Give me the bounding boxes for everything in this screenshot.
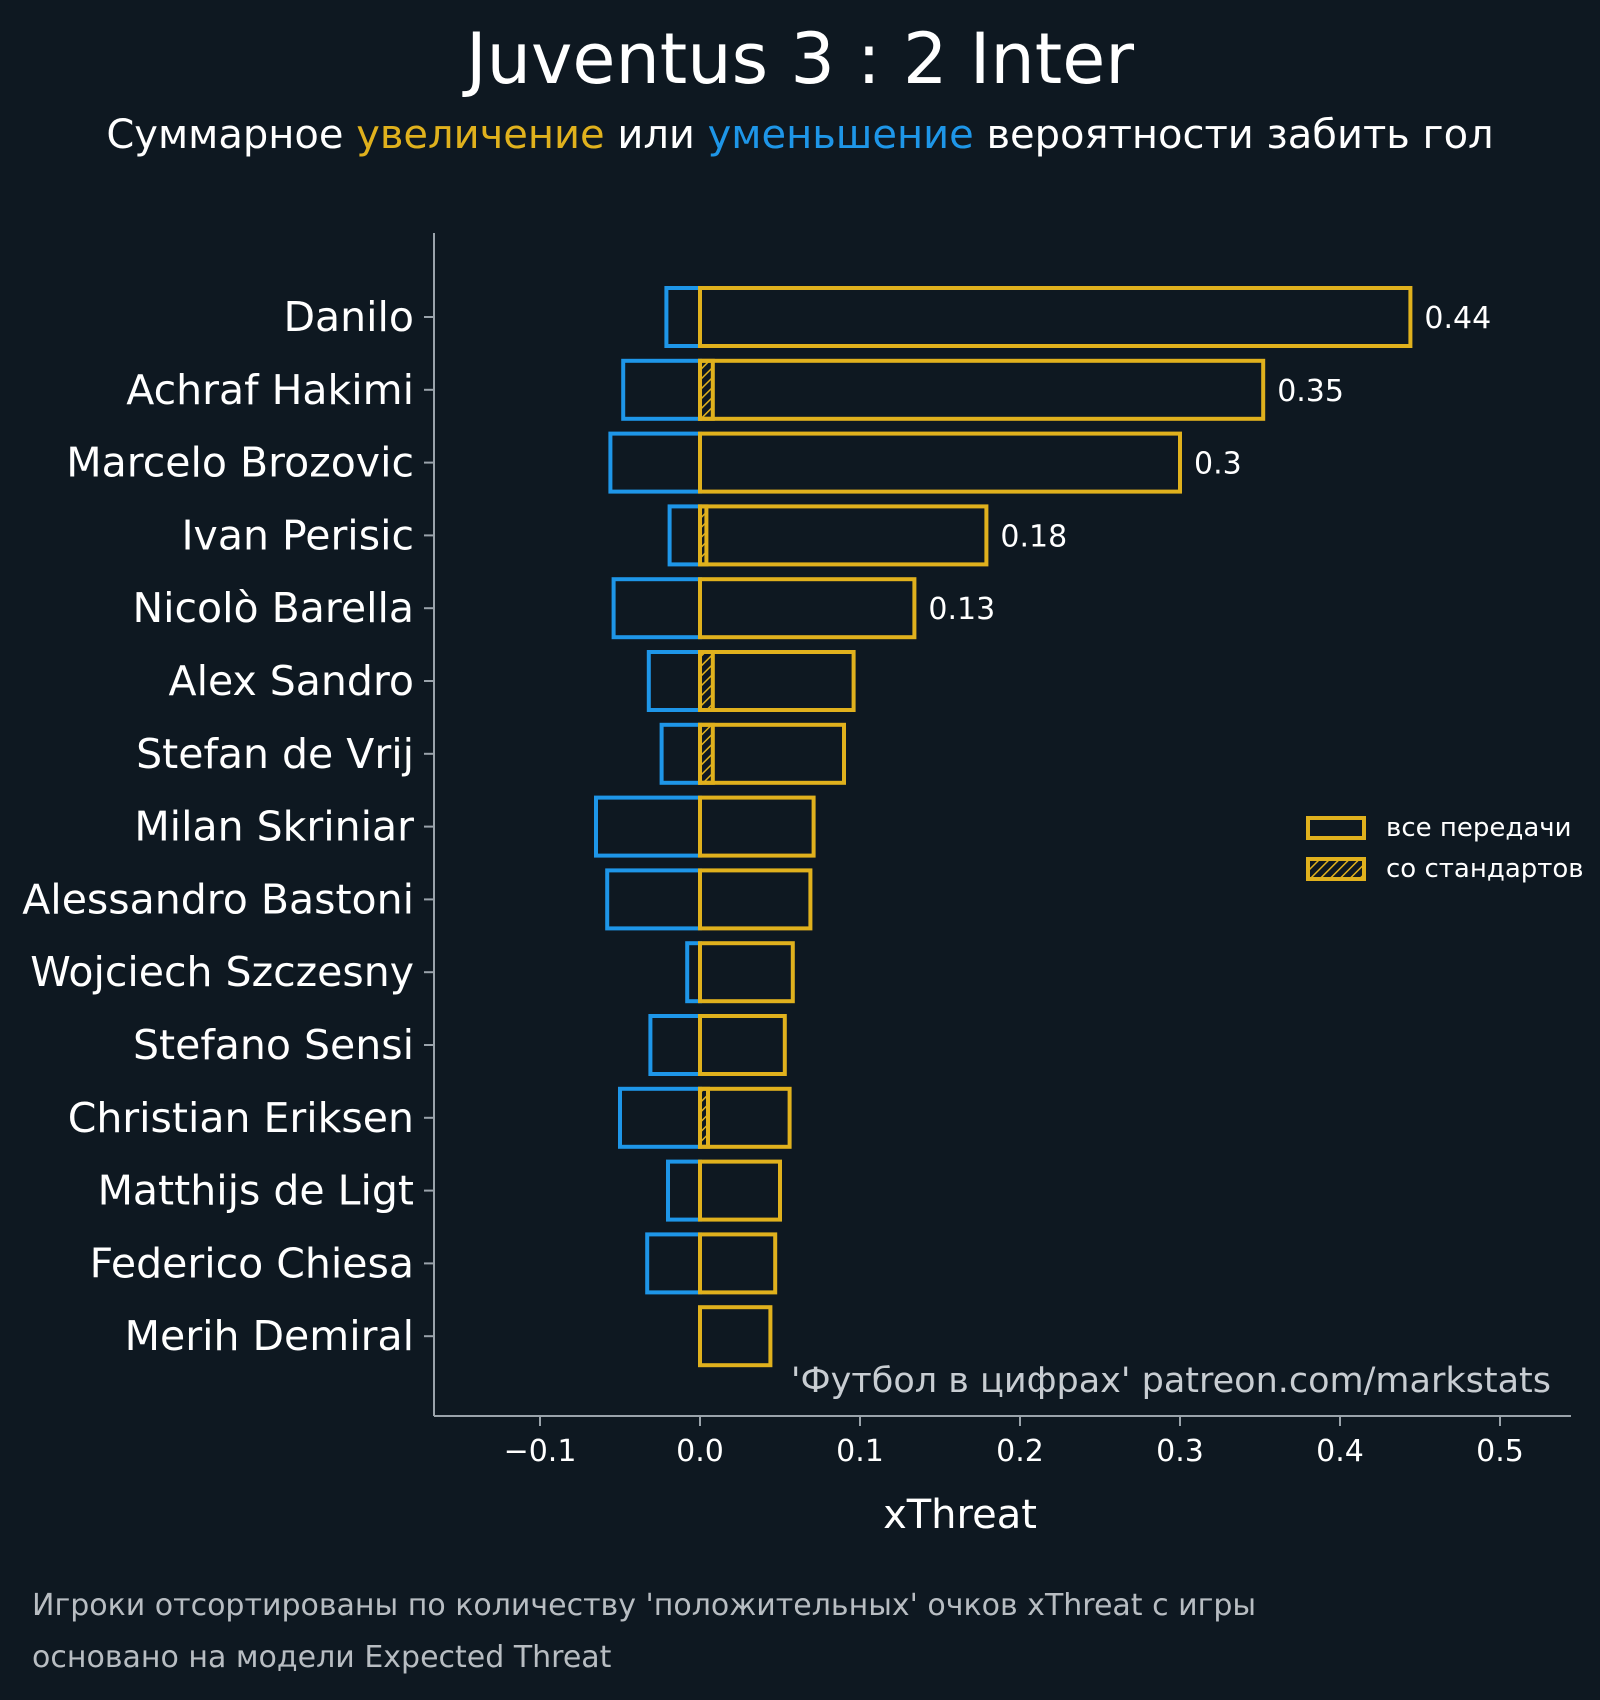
bar-positive	[698, 722, 846, 785]
bar-negative	[594, 795, 702, 858]
subtitle-part-2: или	[604, 112, 708, 158]
legend: все передачи со стандартов	[1306, 813, 1584, 884]
data-label: 0.44	[1424, 301, 1491, 336]
subtitle-part-3: вероятности забить гол	[973, 112, 1494, 158]
legend-swatch	[1306, 857, 1366, 881]
bar-negative	[608, 431, 703, 494]
axes: −0.1 0.0 0.1 0.2 0.3 0.4 0.5	[424, 233, 1571, 1469]
bar-positive	[698, 358, 1266, 421]
y-tick-label: Danilo	[283, 293, 414, 341]
x-tick-label: 0.0	[676, 1434, 724, 1469]
y-tick-label: Marcelo Brozovic	[66, 439, 414, 487]
bar-negative	[666, 1159, 702, 1222]
y-tick-label: Alessandro Bastoni	[22, 875, 414, 923]
x-tick-label: 0.5	[1476, 1434, 1524, 1469]
bar-positive	[698, 286, 1413, 348]
subtitle-part-1: Суммарное	[106, 112, 357, 158]
bar-positive	[698, 1305, 773, 1368]
footnote: Игроки отсортированы по количеству 'поло…	[32, 1580, 1256, 1684]
data-label: 0.3	[1194, 447, 1242, 482]
y-tick-label: Matthijs de Ligt	[98, 1167, 414, 1215]
legend-label: все передачи	[1386, 813, 1572, 843]
y-tick-label: Nicolò Barella	[132, 584, 414, 632]
y-tick-label: Achraf Hakimi	[126, 366, 414, 414]
footnote-line-1: Игроки отсортированы по количеству 'поло…	[32, 1588, 1257, 1623]
y-tick-label: Ivan Perisic	[181, 511, 414, 559]
bar-positive	[698, 868, 813, 931]
data-label: 0.13	[928, 592, 995, 627]
bar-negative	[648, 1014, 703, 1076]
bar-positive	[698, 577, 917, 640]
bar-positive	[698, 431, 1182, 494]
bar-negative	[621, 358, 703, 421]
subtitle-decrease: уменьшение	[707, 112, 974, 158]
y-tick-label: Wojciech Szczesny	[30, 948, 414, 996]
x-tick-label: 0.1	[836, 1434, 884, 1469]
bars	[594, 286, 1413, 1368]
legend-label: со стандартов	[1386, 854, 1584, 884]
bar-negative	[646, 650, 702, 712]
bar-positive	[698, 795, 816, 858]
bar-negative	[667, 504, 702, 567]
bar-positive	[698, 1086, 792, 1149]
footnote-line-2: основано на модели Expected Threat	[32, 1640, 612, 1675]
bar-negative	[664, 286, 703, 348]
bar-positive	[698, 1014, 787, 1076]
x-tick-label: 0.2	[996, 1434, 1044, 1469]
subtitle-increase: увеличение	[356, 112, 605, 158]
x-axis-label: xThreat	[883, 1492, 1037, 1538]
bar-positive	[698, 504, 989, 567]
bar-negative	[659, 722, 702, 785]
bar-negative	[611, 577, 702, 640]
data-label: 0.35	[1277, 374, 1344, 409]
y-tick-label: Christian Eriksen	[68, 1094, 414, 1142]
data-label: 0.18	[1000, 519, 1067, 554]
bar-negative	[618, 1086, 702, 1149]
bar-negative	[605, 868, 703, 931]
y-tick-label: Federico Chiesa	[90, 1239, 414, 1287]
y-tick-label: Merih Demiral	[125, 1312, 414, 1360]
y-tick-label: Milan Skriniar	[134, 803, 414, 851]
bar-positive	[698, 941, 795, 1004]
labels: Danilo 0.44 Achraf Hakimi 0.35 Marcelo Brozo…	[22, 293, 1491, 1360]
bar-positive	[698, 1159, 782, 1222]
chart-subtitle: Суммарное увеличение или уменьшение веро…	[0, 112, 1600, 158]
chart-title: Juventus 3 : 2 Inter	[465, 18, 1135, 100]
watermark: 'Футбол в цифрах' patreon.com/markstats	[791, 1361, 1551, 1401]
bar-positive	[698, 1232, 778, 1295]
x-tick-label: 0.3	[1156, 1434, 1204, 1469]
y-tick-label: Stefan de Vrij	[136, 730, 414, 778]
y-tick-label: Stefano Sensi	[133, 1021, 414, 1069]
bar-negative	[645, 1232, 703, 1295]
x-tick-label: 0.4	[1316, 1434, 1364, 1469]
legend-swatch	[1306, 816, 1366, 840]
bar-positive	[698, 650, 856, 712]
y-tick-label: Alex Sandro	[169, 657, 414, 705]
x-tick-label: −0.1	[504, 1434, 577, 1469]
